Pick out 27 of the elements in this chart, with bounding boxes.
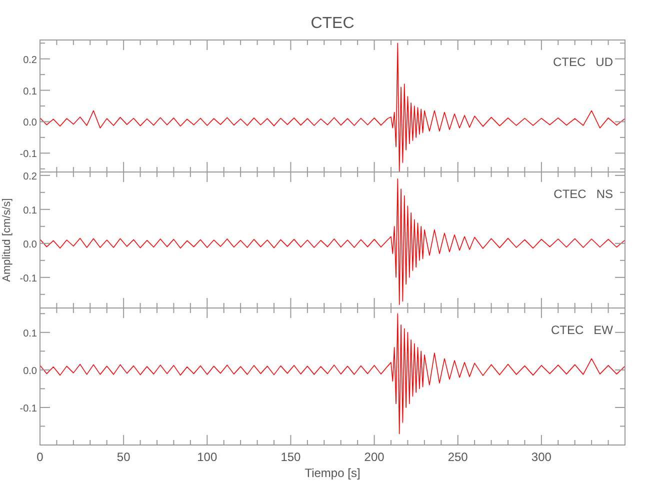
y-tick-label: 0.1 xyxy=(23,205,38,216)
y-tick-label: -0.1 xyxy=(20,149,38,160)
x-tick-label: 200 xyxy=(364,450,385,464)
y-tick-label: 0.0 xyxy=(23,118,38,129)
y-tick-label: 0.1 xyxy=(23,86,38,98)
y-tick-label: 0.0 xyxy=(23,366,38,377)
x-axis-title: Tiempo [s] xyxy=(304,466,360,480)
x-tick-label: 0 xyxy=(36,450,44,464)
y-tick-label: 0.2 xyxy=(23,171,38,182)
x-tick-label: 300 xyxy=(531,450,552,464)
line-series xyxy=(40,313,626,434)
y-tick-label: 0.0 xyxy=(23,239,38,250)
annotation: CTEC NS xyxy=(554,187,613,201)
y-tick-label: -0.1 xyxy=(20,273,38,284)
x-tick-label: 100 xyxy=(197,450,218,464)
line-series xyxy=(40,178,626,305)
y-tick-label: 0.2 xyxy=(23,54,38,66)
x-tick-label: 150 xyxy=(280,450,302,464)
annotation: CTEC UD xyxy=(553,55,614,69)
y-tick-label: 0.1 xyxy=(23,328,38,340)
annotation: CTEC EW xyxy=(551,323,614,337)
x-tick-label: 250 xyxy=(448,450,468,464)
y-axis-title: Amplitud [cm/s/s] xyxy=(1,198,13,282)
x-tick-label: 50 xyxy=(116,450,131,464)
chart-title: CTEC xyxy=(310,15,354,32)
line-series xyxy=(40,42,626,172)
y-tick-label: -0.1 xyxy=(20,403,38,414)
